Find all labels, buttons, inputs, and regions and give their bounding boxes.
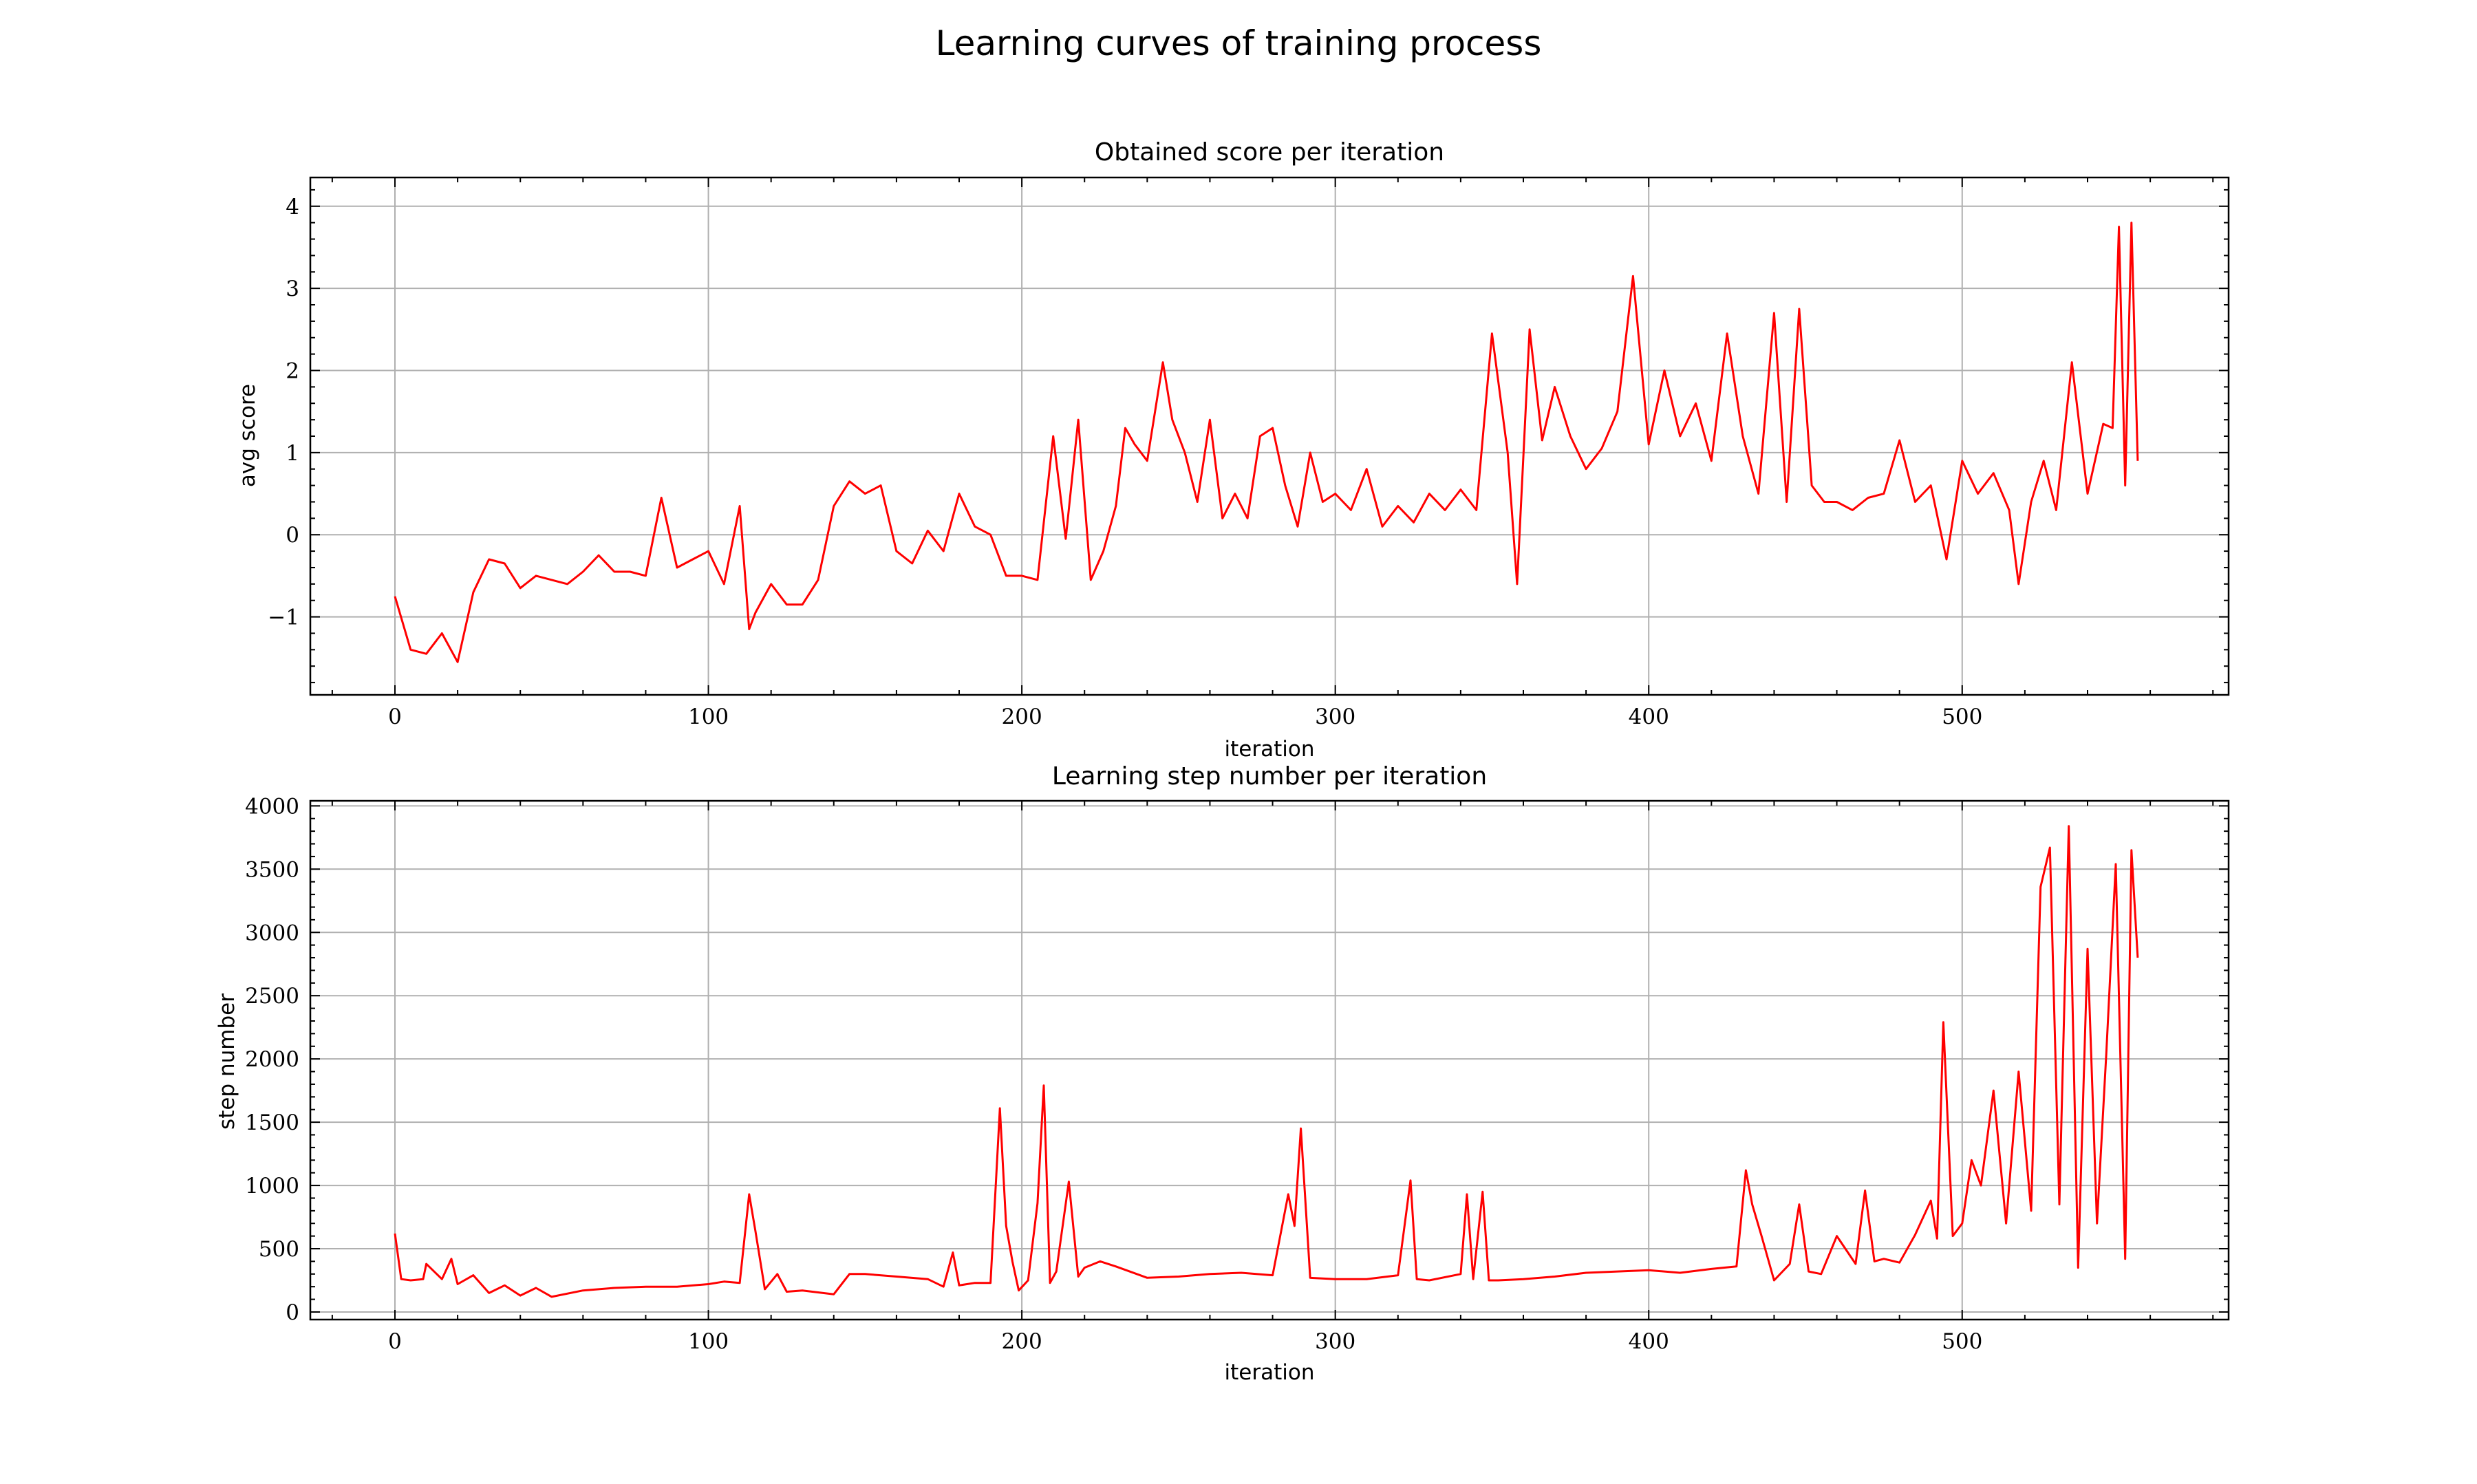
score-y-tick-label: 3 xyxy=(286,277,299,301)
score-axes-frame xyxy=(309,176,2230,696)
steps-y-tick-label: 1500 xyxy=(245,1110,299,1135)
steps-y-tick-label: 3500 xyxy=(245,857,299,882)
score-ticks: 0 100 200 300 400 500 −1 0 1 2 3 4 xyxy=(268,178,2229,729)
score-y-tick-label: 4 xyxy=(286,195,299,219)
steps-x-tick-label: 200 xyxy=(1002,1329,1042,1354)
steps-axes: Learning step number per iteration itera… xyxy=(215,762,2230,1385)
score-y-tick-label: 1 xyxy=(286,441,299,466)
steps-gridlines xyxy=(310,801,2229,1320)
score-axes: Obtained score per iteration iteration a… xyxy=(235,138,2230,762)
steps-line-layer xyxy=(394,825,2139,1298)
steps-ticks: 0 100 200 300 400 500 0 500 1000 1500 2000 2500 3000… xyxy=(245,794,2229,1354)
figure-suptitle: Learning curves of training process xyxy=(936,23,1542,63)
score-y-tick-label: −1 xyxy=(268,605,299,630)
steps-x-tick-label: 300 xyxy=(1315,1329,1355,1354)
score-x-tick-label: 300 xyxy=(1315,705,1355,729)
score-y-axis-label: avg score xyxy=(235,384,260,487)
steps-axes-frame xyxy=(309,799,2230,1321)
score-x-tick-label: 0 xyxy=(388,705,402,729)
steps-y-tick-label: 3000 xyxy=(245,921,299,945)
steps-y-tick-label: 1000 xyxy=(245,1174,299,1198)
score-x-tick-label: 200 xyxy=(1002,705,1042,729)
steps-y-tick-label: 2000 xyxy=(245,1047,299,1072)
steps-y-tick-label: 500 xyxy=(259,1237,299,1262)
steps-y-tick-label: 2500 xyxy=(245,984,299,1009)
steps-x-tick-label: 500 xyxy=(1942,1329,1982,1354)
steps-series-line xyxy=(394,825,2139,1298)
score-line-layer xyxy=(394,222,2139,663)
steps-y-tick-label: 4000 xyxy=(245,794,299,819)
steps-y-axis-label: step number xyxy=(215,993,239,1130)
score-gridlines xyxy=(310,178,2229,695)
score-y-tick-label: 2 xyxy=(286,359,299,384)
steps-y-tick-label: 0 xyxy=(286,1300,299,1325)
steps-axes-title: Learning step number per iteration xyxy=(1052,762,1487,791)
score-x-axis-label: iteration xyxy=(1225,737,1315,762)
steps-x-tick-label: 0 xyxy=(388,1329,402,1354)
score-y-tick-label: 0 xyxy=(286,523,299,548)
score-x-tick-label: 100 xyxy=(688,705,729,729)
score-x-tick-label: 500 xyxy=(1942,705,1982,729)
score-axes-title: Obtained score per iteration xyxy=(1095,138,1444,166)
steps-x-tick-label: 400 xyxy=(1629,1329,1669,1354)
score-series-line xyxy=(394,222,2139,663)
steps-x-axis-label: iteration xyxy=(1225,1360,1315,1385)
steps-x-tick-label: 100 xyxy=(688,1329,729,1354)
score-x-tick-label: 400 xyxy=(1629,705,1669,729)
